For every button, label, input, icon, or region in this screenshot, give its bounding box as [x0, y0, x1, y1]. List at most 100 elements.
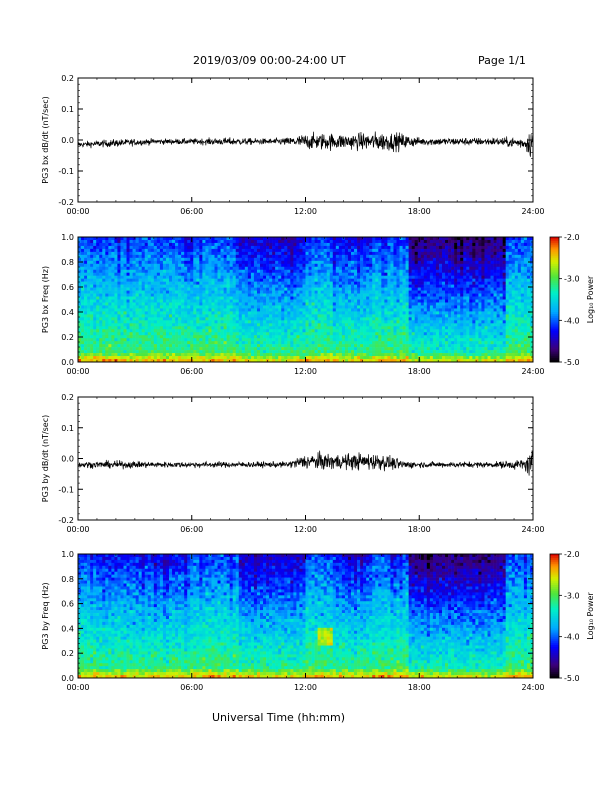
heatmap-cell: [175, 359, 179, 363]
heatmap-cell: [126, 254, 130, 259]
heatmap-cell: [102, 350, 106, 354]
heatmap-cell: [275, 293, 279, 297]
heatmap-cell: [347, 308, 352, 312]
heatmap-cell: [135, 320, 139, 324]
heatmap-cell: [363, 323, 367, 327]
heatmap-cell: [369, 296, 373, 300]
heatmap-cell: [87, 332, 91, 336]
heatmap-cell: [111, 347, 115, 351]
heatmap-cell: [238, 356, 243, 360]
heatmap-cell: [129, 242, 133, 247]
heatmap-cell: [178, 326, 182, 330]
heatmap-cell: [129, 317, 133, 321]
heatmap-cell: [420, 353, 425, 357]
heatmap-cell: [366, 353, 370, 357]
heatmap-cell: [278, 266, 282, 271]
heatmap-cell: [308, 305, 312, 309]
heatmap-cell: [181, 287, 185, 291]
heatmap-cell: [244, 275, 249, 279]
heatmap-cell: [141, 305, 146, 309]
heatmap-cell: [223, 242, 227, 247]
heatmap-cell: [81, 296, 85, 300]
heatmap-cell: [78, 338, 82, 342]
heatmap-cell: [208, 323, 212, 327]
heatmap-cell: [366, 281, 370, 285]
heatmap-cell: [323, 341, 328, 345]
heatmap-cell: [169, 344, 173, 348]
heatmap-cell: [360, 347, 364, 351]
heatmap-cell: [135, 272, 139, 276]
heatmap-cell: [326, 332, 331, 336]
heatmap-cell: [357, 296, 361, 300]
heatmap-cell: [96, 305, 100, 309]
heatmap-cell: [420, 287, 425, 291]
heatmap-cell: [223, 275, 227, 279]
heatmap-cell: [187, 266, 191, 271]
heatmap-cell: [417, 242, 422, 247]
heatmap-cell: [214, 245, 218, 250]
heatmap-cell: [141, 237, 146, 241]
heatmap-cell: [351, 266, 355, 271]
heatmap-cell: [96, 311, 100, 315]
heatmap-cell: [417, 308, 422, 312]
heatmap-cell: [220, 263, 224, 268]
heatmap-cell: [287, 275, 291, 279]
heatmap-cell: [341, 290, 346, 294]
heatmap-cell: [150, 281, 155, 285]
heatmap-cell: [354, 323, 358, 327]
heatmap-cell: [344, 239, 349, 244]
heatmap-cell: [344, 341, 349, 345]
heatmap-cell: [175, 237, 179, 241]
heatmap-cell: [123, 272, 127, 276]
heatmap-cell: [290, 350, 294, 354]
heatmap-cell: [269, 266, 273, 271]
heatmap-cell: [247, 290, 252, 294]
heatmap-cell: [202, 248, 206, 253]
heatmap-cell: [290, 239, 294, 244]
heatmap-cell: [357, 338, 361, 342]
heatmap-cell: [214, 359, 218, 363]
heatmap-cell: [193, 353, 197, 357]
heatmap-cell: [408, 338, 412, 342]
heatmap-cell: [202, 326, 206, 330]
heatmap-cell: [390, 311, 394, 315]
heatmap-cell: [229, 308, 233, 312]
heatmap-cell: [184, 326, 188, 330]
heatmap-cell: [399, 284, 403, 288]
heatmap-cell: [338, 257, 343, 262]
heatmap-cell: [414, 263, 419, 268]
heatmap-cell: [111, 272, 115, 276]
heatmap-cell: [405, 296, 409, 300]
heatmap-cell: [335, 329, 340, 333]
heatmap-cell: [338, 293, 343, 297]
heatmap-cell: [196, 293, 200, 297]
heatmap-cell: [347, 359, 352, 363]
heatmap-cell: [129, 320, 133, 324]
heatmap-cell: [178, 278, 182, 282]
heatmap-cell: [150, 266, 155, 271]
heatmap-cell: [178, 314, 182, 318]
heatmap-cell: [205, 296, 209, 300]
heatmap-cell: [196, 254, 200, 259]
heatmap-cell: [278, 248, 282, 253]
heatmap-cell: [129, 239, 133, 244]
heatmap-cell: [199, 335, 203, 339]
heatmap-cell: [165, 248, 170, 253]
heatmap-cell: [423, 293, 428, 297]
heatmap-cell: [426, 266, 431, 271]
heatmap-cell: [108, 317, 112, 321]
heatmap-cell: [387, 341, 391, 345]
heatmap-cell: [232, 257, 237, 262]
heatmap-cell: [223, 323, 227, 327]
heatmap-cell: [420, 284, 425, 288]
heatmap-cell: [102, 251, 106, 256]
heatmap-cell: [196, 332, 200, 336]
heatmap-cell: [366, 323, 370, 327]
heatmap-cell: [132, 356, 136, 360]
heatmap-cell: [399, 290, 403, 294]
heatmap-cell: [93, 329, 97, 333]
heatmap-cell: [165, 296, 170, 300]
heatmap-cell: [172, 257, 176, 262]
heatmap-cell: [165, 275, 170, 279]
heatmap-cell: [351, 278, 355, 282]
